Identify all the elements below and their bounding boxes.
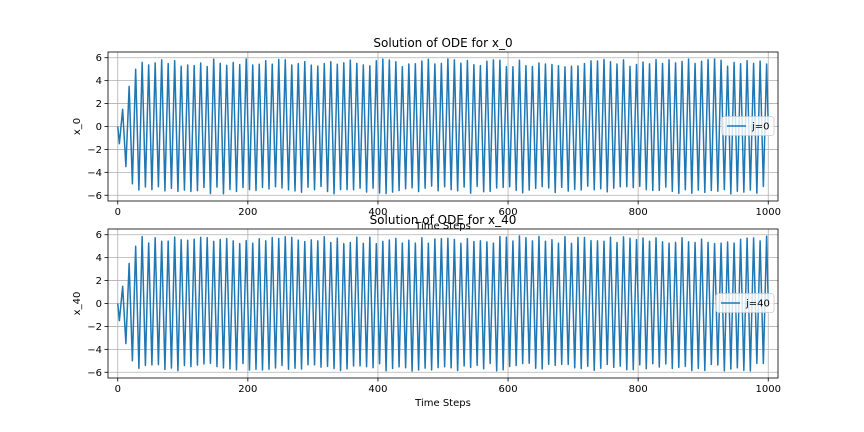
chart-title: Solution of ODE for x_0 [373,36,512,50]
y-tick-label: −4 [87,345,102,356]
y-tick-label: −6 [87,191,102,202]
y-tick-label: 0 [96,299,102,310]
x-tick-label: 600 [499,384,518,395]
y-tick-label: 4 [96,76,102,87]
chart-x0: 0 200 400 600 800 1000 −6 −4 −2 0 2 4 6 Solution of O… [72,36,781,232]
x-tick-label: 400 [368,207,387,218]
y-axis-label: x_0 [72,118,83,135]
y-tick-label: 2 [96,276,102,287]
legend-box [721,116,775,136]
y-tick-label: −2 [87,145,102,156]
legend: j=40 [715,293,775,313]
series-line-j=0 [117,58,769,195]
y-tick-label: −4 [87,168,102,179]
y-tick-label: −6 [87,368,102,379]
y-tick-label: 6 [96,230,102,241]
y-tick-label: 6 [96,53,102,64]
legend-label: j=0 [751,122,770,133]
chart-title: Solution of ODE for x_40 [370,213,517,227]
x-tick-label: 0 [115,384,121,395]
x-tick-label: 200 [238,207,257,218]
chart-x40: 0 200 400 600 800 1000 −6 −4 −2 0 2 4 6 Solution of O… [72,213,781,409]
x-tick-label: 400 [368,384,387,395]
legend-box [715,293,775,313]
y-axis-label: x_40 [72,292,83,316]
x-axis-label: Time Steps [414,398,471,409]
x-tick-label: 200 [238,384,257,395]
x-tick-label: 800 [629,384,648,395]
x-tick-label: 1000 [756,207,781,218]
series-line-j=40 [117,235,769,372]
y-tick-label: 4 [96,253,102,264]
x-tick-label: 1000 [756,384,781,395]
x-tick-label: 0 [115,207,121,218]
y-tick-label: −2 [87,322,102,333]
x-axis-label: Time Steps [414,221,471,232]
y-tick-label: 0 [96,122,102,133]
legend-label: j=40 [745,299,770,310]
x-tick-label: 600 [499,207,518,218]
x-tick-label: 800 [629,207,648,218]
legend: j=0 [721,116,775,136]
y-tick-label: 2 [96,99,102,110]
